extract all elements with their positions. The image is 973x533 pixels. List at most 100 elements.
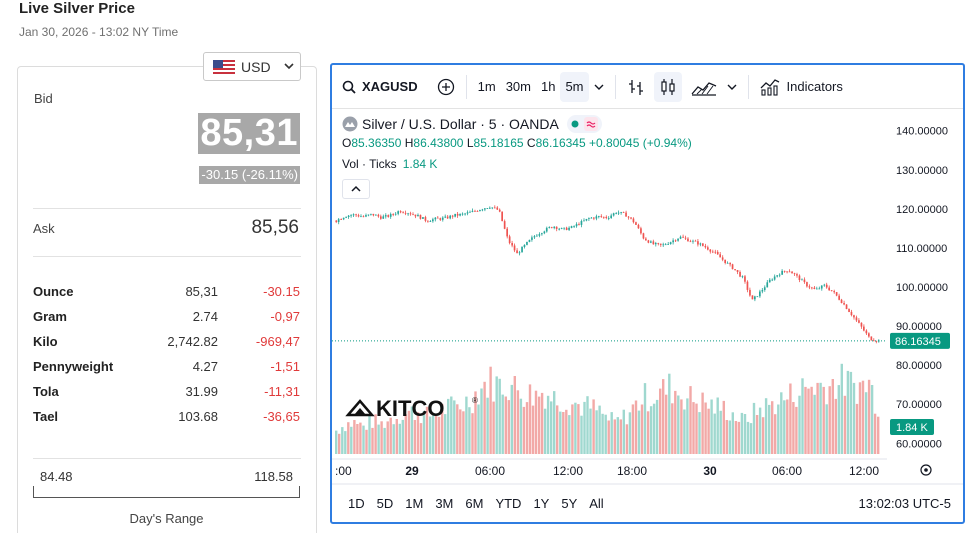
candle-body	[863, 326, 865, 331]
candle-body	[461, 213, 464, 215]
high-value: 86.43800	[413, 136, 464, 150]
chart-clock[interactable]: 13:02:03 UTC-5	[858, 495, 952, 511]
candle-body	[654, 243, 657, 245]
candle-body	[389, 214, 392, 217]
page-timestamp: Jan 30, 2026 - 13:02 NY Time	[19, 25, 179, 39]
candle-body	[759, 291, 761, 297]
volume-bar	[801, 378, 804, 454]
divider	[33, 208, 301, 209]
axis-settings-icon[interactable]	[920, 464, 932, 476]
candle-body	[605, 216, 608, 218]
candle-body	[630, 217, 632, 219]
candle-body	[744, 276, 746, 282]
symbol-search[interactable]: XAGUSD	[342, 79, 418, 94]
volume-badge	[890, 419, 934, 435]
volume-bar	[870, 385, 874, 454]
range-all[interactable]: All	[589, 495, 604, 511]
market-status-pill[interactable]	[566, 115, 602, 133]
volume-bar	[749, 423, 753, 454]
candle-body	[417, 214, 419, 217]
candle-body	[516, 250, 518, 254]
interval-dropdown[interactable]	[589, 72, 609, 102]
candle-body	[659, 243, 662, 245]
volume-bar	[610, 412, 613, 454]
volume-bar	[389, 417, 392, 454]
candle-body	[412, 214, 414, 216]
candle-body	[342, 217, 345, 220]
unit-name: Tael	[33, 409, 59, 424]
indicators-button[interactable]: Indicators	[755, 72, 848, 102]
volume-bar	[704, 402, 707, 454]
candle-body	[640, 228, 642, 234]
toolbar-separator	[747, 74, 749, 99]
candle-body	[736, 270, 739, 272]
range-1y[interactable]: 1Y	[533, 495, 550, 511]
candle-body	[622, 212, 625, 213]
volume-bar	[592, 399, 595, 454]
candle-body	[568, 227, 570, 230]
range-ytd[interactable]: YTD	[495, 495, 522, 511]
range-5d[interactable]: 5D	[376, 495, 394, 511]
interval-1m[interactable]: 1m	[477, 79, 496, 94]
candle-body	[548, 227, 551, 228]
candle-body	[672, 240, 674, 243]
candle-body	[380, 216, 382, 219]
candle-body	[392, 214, 394, 215]
range-5y[interactable]: 5Y	[561, 495, 578, 511]
range-1m[interactable]: 1M	[405, 495, 424, 511]
volume-bar	[583, 401, 586, 454]
volume-bar	[416, 412, 420, 454]
candle-body	[531, 237, 533, 240]
range-3m[interactable]: 3M	[435, 495, 454, 511]
currency-select[interactable]: USD	[203, 52, 301, 81]
unit-name: Tola	[33, 384, 59, 399]
days-range-low: 84.48	[40, 469, 73, 484]
last-price-label: 86.16345	[895, 336, 941, 348]
compare-symbol-button[interactable]	[432, 72, 460, 102]
price-chart[interactable]: 140.00000 130.00000 120.00000 110.00000 100.…	[332, 109, 963, 486]
chart-style-dropdown[interactable]	[722, 72, 742, 102]
volume-bar	[855, 403, 859, 454]
interval-5m[interactable]: 5m	[560, 71, 589, 102]
chart-legend-title: Silver / U.S. Dollar · 5 · OANDA	[342, 115, 602, 133]
volume-bar	[562, 412, 565, 454]
volume-bar	[843, 395, 847, 454]
volume-bar	[668, 373, 671, 454]
price-axis-label: 60.00000	[896, 438, 942, 450]
unit-change: -11,31	[264, 384, 300, 399]
price-axis-label: 130.00000	[896, 165, 948, 177]
candle-body	[664, 244, 667, 246]
volume-bar	[504, 396, 507, 454]
volume-bar	[822, 386, 825, 454]
candle-body	[375, 214, 377, 216]
volume-bar	[392, 424, 395, 454]
collapse-legend-button[interactable]	[342, 179, 370, 199]
candle-body	[372, 213, 375, 216]
volume-bar	[637, 410, 641, 454]
range-1d[interactable]: 1D	[348, 495, 365, 511]
data-delay-icon	[583, 117, 598, 131]
high-label: H	[404, 136, 414, 150]
candle-body	[682, 236, 684, 238]
days-range-label: Day's Range	[129, 511, 204, 526]
candle-body	[511, 243, 513, 246]
volume-bar	[834, 398, 837, 454]
volume-bar	[789, 383, 792, 454]
interval-30m[interactable]: 30m	[505, 79, 531, 94]
page-title: Live Silver Price	[19, 0, 135, 17]
candle-body	[711, 251, 714, 253]
volume-bar	[864, 392, 868, 454]
watermark-text: KITCO	[376, 396, 444, 421]
area-style-button[interactable]	[686, 72, 722, 102]
bar-style-button[interactable]	[622, 72, 650, 102]
range-6m[interactable]: 6M	[465, 495, 484, 511]
volume-bar	[825, 404, 828, 454]
interval-1h[interactable]: 1h	[540, 79, 556, 94]
candle-body	[793, 273, 796, 275]
volume-bar	[761, 417, 765, 454]
candle-body	[352, 214, 355, 216]
candle-body	[751, 295, 754, 300]
divider	[33, 458, 301, 459]
candles-style-button[interactable]	[653, 71, 682, 102]
candle-body	[394, 213, 397, 215]
